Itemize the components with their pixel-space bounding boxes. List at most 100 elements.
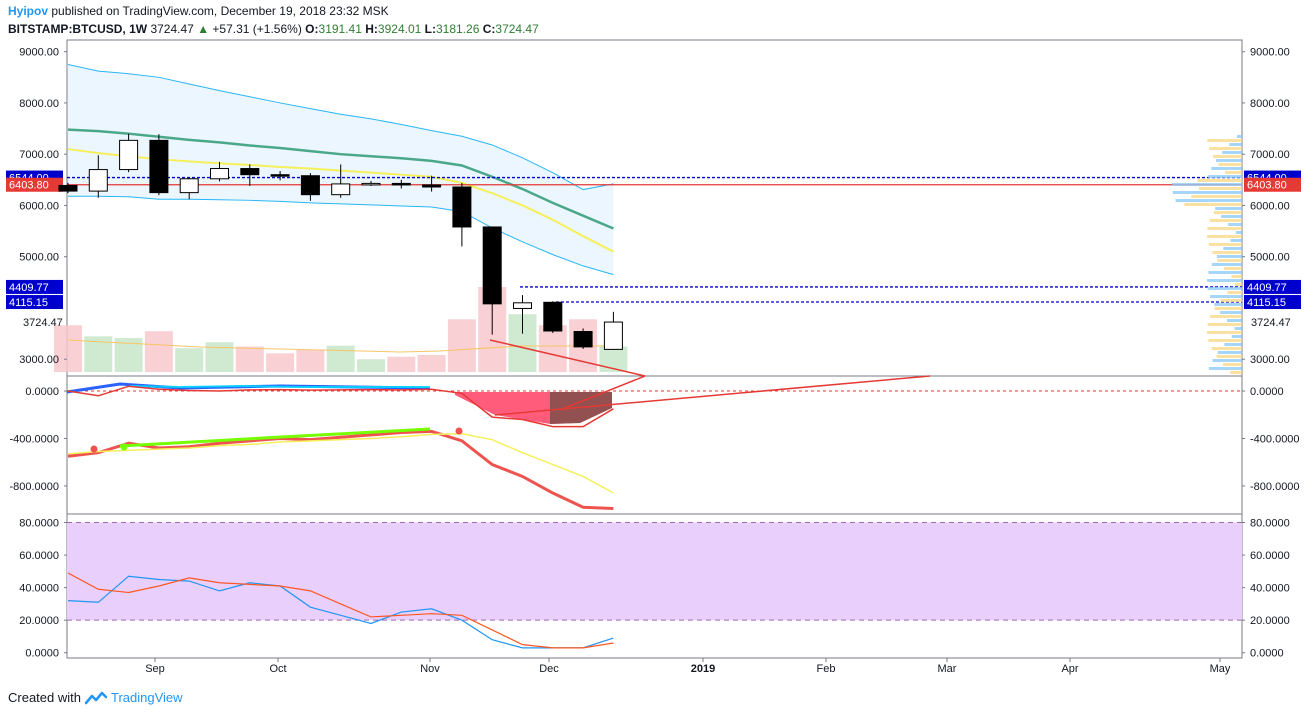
price-tick-right: 7000.00 xyxy=(1250,149,1290,161)
trendline xyxy=(489,339,646,377)
volume-bar xyxy=(205,342,234,372)
open-value: 3191.41 xyxy=(318,22,362,36)
time-axis-label: Sep xyxy=(145,663,165,675)
last-price-axis-label-left: 3724.47 xyxy=(23,317,63,329)
oscillator-tick-right: -800.0000 xyxy=(1250,481,1300,493)
created-with: Created with xyxy=(8,690,81,705)
time-axis-label: Oct xyxy=(269,663,286,675)
volume-bar xyxy=(54,325,82,372)
tradingview-logo-icon xyxy=(84,691,107,704)
stochastic-tick-right: 40.0000 xyxy=(1250,583,1290,595)
volume-bar xyxy=(296,349,325,372)
publish-line: Hyipov published on TradingView.com, Dec… xyxy=(8,4,389,18)
volume-profile-bar xyxy=(1212,251,1242,254)
tradingview-brand[interactable]: TradingView xyxy=(110,690,183,705)
volume-profile-bar xyxy=(1224,343,1242,346)
oscillator-tick-right: 0.0000 xyxy=(1250,386,1284,398)
volume-profile-bar xyxy=(1208,339,1242,342)
volume-profile-bar xyxy=(1211,263,1242,266)
low-value: 3181.26 xyxy=(435,22,480,36)
volume-profile-bar xyxy=(1220,311,1242,314)
volume-bar xyxy=(175,348,204,372)
volume-profile-bar xyxy=(1216,159,1242,162)
stochastic-band-fill xyxy=(67,522,1242,621)
candle-body xyxy=(603,321,623,350)
volume-profile-bar xyxy=(1208,175,1242,178)
last-price: 3724.47 xyxy=(150,22,194,36)
volume-profile-bar xyxy=(1210,315,1242,318)
trendline xyxy=(559,375,646,411)
candle-body xyxy=(88,169,108,192)
price-tick-left: 3000.00 xyxy=(19,354,59,366)
volume-profile-bar xyxy=(1208,367,1242,370)
signal-dot xyxy=(120,443,128,451)
volume-profile-bar xyxy=(1207,331,1242,334)
volume-profile-bar xyxy=(1175,199,1242,202)
volume-bar xyxy=(357,359,385,372)
volume-bar xyxy=(235,346,264,372)
candle-body xyxy=(210,168,229,180)
oscillator-tick-right: -400.0000 xyxy=(1250,433,1300,445)
volume-profile-bar xyxy=(1235,231,1242,234)
time-axis-label: Feb xyxy=(817,663,836,675)
volume-profile-bar xyxy=(1214,303,1242,306)
price-change: +57.31 (+1.56%) xyxy=(212,22,302,36)
oscillator-pane[interactable] xyxy=(66,375,1242,510)
low-label: L: xyxy=(424,22,436,36)
price-tick-left: 7000.00 xyxy=(19,149,59,161)
volume-bar xyxy=(266,353,295,372)
volume-bar xyxy=(144,331,173,372)
candle-body xyxy=(119,139,139,171)
volume-profile-bar xyxy=(1207,227,1242,230)
candle-body xyxy=(513,302,532,309)
price-tick-right: 8000.00 xyxy=(1250,98,1290,110)
candle-body xyxy=(573,331,593,348)
volume-profile-bar xyxy=(1198,187,1242,190)
time-axis[interactable]: Sep Oct Nov Dec 2019 Feb Mar Apr May xyxy=(145,658,1231,675)
time-axis-label: May xyxy=(1210,663,1231,675)
momentum-cyan-line xyxy=(129,384,430,389)
stochastic-tick-left: 60.0000 xyxy=(19,550,59,562)
candle-body xyxy=(149,139,169,194)
volume-profile-bar xyxy=(1207,323,1242,326)
stochastic-pane[interactable] xyxy=(67,522,1242,649)
time-axis-label: 2019 xyxy=(691,663,715,675)
publish-info: published on TradingView.com, December 1… xyxy=(51,4,389,18)
volume-profile-bar xyxy=(1210,295,1242,298)
volume-bar xyxy=(447,319,476,372)
time-axis-label: Dec xyxy=(539,663,559,675)
volume-profile-bar xyxy=(1220,299,1242,302)
symbol-label[interactable]: BITSTAMP:BTCUSD, 1W xyxy=(8,22,148,36)
stochastic-tick-right: 60.0000 xyxy=(1250,550,1290,562)
level-price-label: 6403.80 xyxy=(9,180,49,192)
candle-body xyxy=(58,184,78,192)
price-axes[interactable]: 9000.00 9000.00 8000.00 8000.00 7000.00 7000.… xyxy=(9,47,1299,660)
band-upper-line xyxy=(67,64,614,191)
volume-profile-bar xyxy=(1216,255,1242,258)
level-price-tag xyxy=(6,177,63,192)
author-link[interactable]: Hyipov xyxy=(8,4,49,18)
volume-profile-bar xyxy=(1213,211,1242,214)
price-tick-right: 3000.00 xyxy=(1250,354,1290,366)
oscillator-line xyxy=(67,432,614,494)
high-label: H: xyxy=(365,22,378,36)
volume-profile-bar xyxy=(1212,359,1242,362)
volume-profile-bar xyxy=(1207,287,1242,290)
volume-profile-bar xyxy=(1207,279,1242,282)
candle-body xyxy=(270,174,290,177)
volume-profile-bar xyxy=(1225,171,1242,174)
volume-profile-bar xyxy=(1211,347,1242,350)
level-price-tag xyxy=(1244,177,1301,192)
volume-profile-bar xyxy=(1234,327,1242,330)
trendline xyxy=(494,375,931,416)
candle-body xyxy=(452,186,472,228)
volume-profile-bar xyxy=(1237,135,1242,138)
price-pane[interactable]: 6544.006544.006403.806403.804409.774409.… xyxy=(6,64,1301,377)
up-arrow-icon: ▲ xyxy=(197,22,210,36)
candle-body xyxy=(482,226,502,305)
volume-profile-bar xyxy=(1230,239,1242,242)
level-price-tag xyxy=(1244,279,1301,294)
volume-profile-bar xyxy=(1231,335,1242,338)
level-price-label: 6403.80 xyxy=(1247,180,1287,192)
